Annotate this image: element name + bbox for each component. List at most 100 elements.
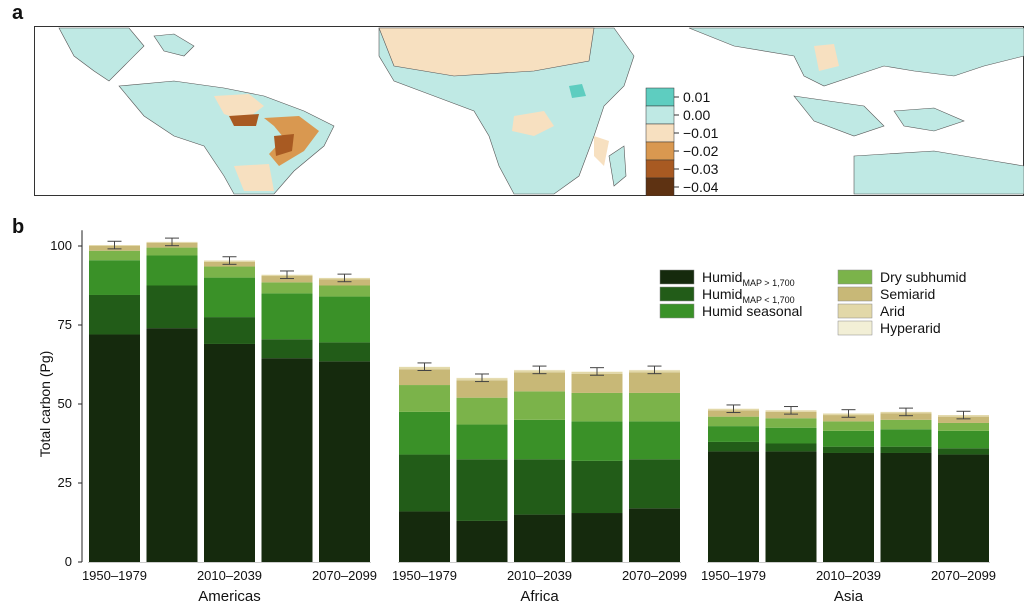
bar-segment [514, 372, 565, 392]
bar-layer [88, 237, 990, 563]
bar-segment [765, 427, 817, 444]
bar-segment [456, 520, 508, 562]
x-tick-label: 1950–1979 [82, 568, 147, 583]
bar-segment [938, 416, 989, 423]
map-legend-label: 0.00 [683, 107, 710, 123]
bar-segment [708, 416, 759, 427]
bar-segment [938, 454, 989, 562]
y-tick-label: 100 [50, 238, 72, 253]
bar-segment [89, 334, 140, 562]
bar-segment [880, 413, 932, 420]
map-legend: 0.01 0.00 −0.01 −0.02 −0.03 −0.04 [645, 87, 719, 196]
bar-segment [456, 424, 508, 460]
bar-segment [571, 392, 623, 422]
bar-segment [146, 328, 198, 562]
bar-segment [823, 430, 874, 447]
bar-segment [319, 285, 370, 297]
bar-segment [456, 380, 508, 398]
x-tick-label: 1950–1979 [701, 568, 766, 583]
bar-segment [456, 397, 508, 425]
map-legend-swatch [645, 87, 675, 107]
bar-segment [319, 361, 370, 562]
bar-segment [204, 317, 255, 344]
bar-segment [399, 385, 450, 412]
bar-segment [629, 459, 680, 509]
legend-label-text: Hyperarid [880, 320, 941, 336]
bar-segment [765, 443, 817, 452]
legend-label-6: Hyperarid [880, 320, 941, 336]
legend-label-text: Humid seasonal [702, 303, 802, 319]
map-legend-swatch [645, 141, 675, 161]
bar-segment [938, 422, 989, 431]
legend-label-text: Arid [880, 303, 905, 319]
legend-label-2: Humid seasonal [702, 303, 802, 319]
bar-segment [880, 452, 932, 562]
map-legend-label: −0.02 [683, 143, 719, 159]
map-legend-swatch [645, 123, 675, 143]
carbon-change-map: 0.01 0.00 −0.01 −0.02 −0.03 −0.04 [34, 26, 1024, 196]
bar-segment [880, 446, 932, 453]
bar-segment [261, 339, 313, 359]
bar-segment [261, 282, 313, 294]
bar-segment [823, 452, 874, 562]
y-axis-title: Total carbon (Pg) [37, 351, 53, 458]
bar-segment [319, 342, 370, 362]
bar-segment [880, 419, 932, 430]
bar-segment [89, 250, 140, 261]
legend-label-0: HumidMAP > 1,700 [702, 269, 795, 288]
y-tick-label: 75 [58, 317, 72, 332]
bar-segment [319, 279, 370, 286]
map-legend-label: 0.01 [683, 89, 710, 105]
bar-segment [514, 391, 565, 420]
bar-segment [708, 441, 759, 452]
legend-label-text: Dry subhumid [880, 269, 966, 285]
bar-segment [89, 260, 140, 295]
bar-segment [629, 508, 680, 562]
map-legend-label: −0.01 [683, 125, 719, 141]
panel-label-b: b [12, 216, 25, 238]
bar-segment [204, 266, 255, 278]
legend-swatch [837, 320, 873, 336]
x-tick-label: 2010–2039 [507, 568, 572, 583]
bar-segment [204, 277, 255, 318]
bar-segment [765, 451, 817, 562]
map-legend-label: −0.04 [683, 179, 719, 195]
bar-segment [146, 247, 198, 256]
legend-label-text: Humid [702, 286, 742, 302]
bar-segment [880, 429, 932, 447]
bar-segment [261, 276, 313, 283]
map-land-africa [378, 27, 635, 195]
bar-segment [629, 421, 680, 460]
bar-segment [571, 513, 623, 562]
x-tick-label: 1950–1979 [392, 568, 457, 583]
y-tick-label: 0 [65, 554, 72, 569]
bar-segment [708, 410, 759, 417]
bar-segment [629, 392, 680, 422]
y-tick-label: 25 [58, 475, 72, 490]
bar-segment [765, 411, 817, 419]
legend-swatch [659, 286, 695, 302]
bar-segment [261, 358, 313, 562]
legend-swatch [837, 286, 873, 302]
total-carbon-chart: 0 25 50 75 100 Total carbon (Pg) 1950–1979 201… [37, 230, 996, 605]
bar-segment [571, 460, 623, 514]
x-tick-label: 2070–2099 [931, 568, 996, 583]
x-tick-label: 2010–2039 [197, 568, 262, 583]
map-legend-label: −0.03 [683, 161, 719, 177]
legend-label-4: Semiarid [880, 286, 935, 302]
bar-segment [823, 415, 874, 422]
y-axis: 0 25 50 75 100 Total carbon (Pg) [37, 230, 83, 569]
x-tick-label: 2070–2099 [622, 568, 687, 583]
panel-label-a: a [12, 2, 24, 24]
map-land-americas [58, 27, 335, 195]
bar-segment [399, 411, 450, 455]
x-tick-label: 2070–2099 [312, 568, 377, 583]
bar-segment [708, 451, 759, 562]
group-label: Africa [520, 588, 559, 605]
legend-label-1: HumidMAP < 1,700 [702, 286, 795, 305]
legend-label-3: Dry subhumid [880, 269, 966, 285]
bar-segment [938, 430, 989, 449]
bar-segment [399, 369, 450, 386]
legend-swatch [837, 269, 873, 285]
